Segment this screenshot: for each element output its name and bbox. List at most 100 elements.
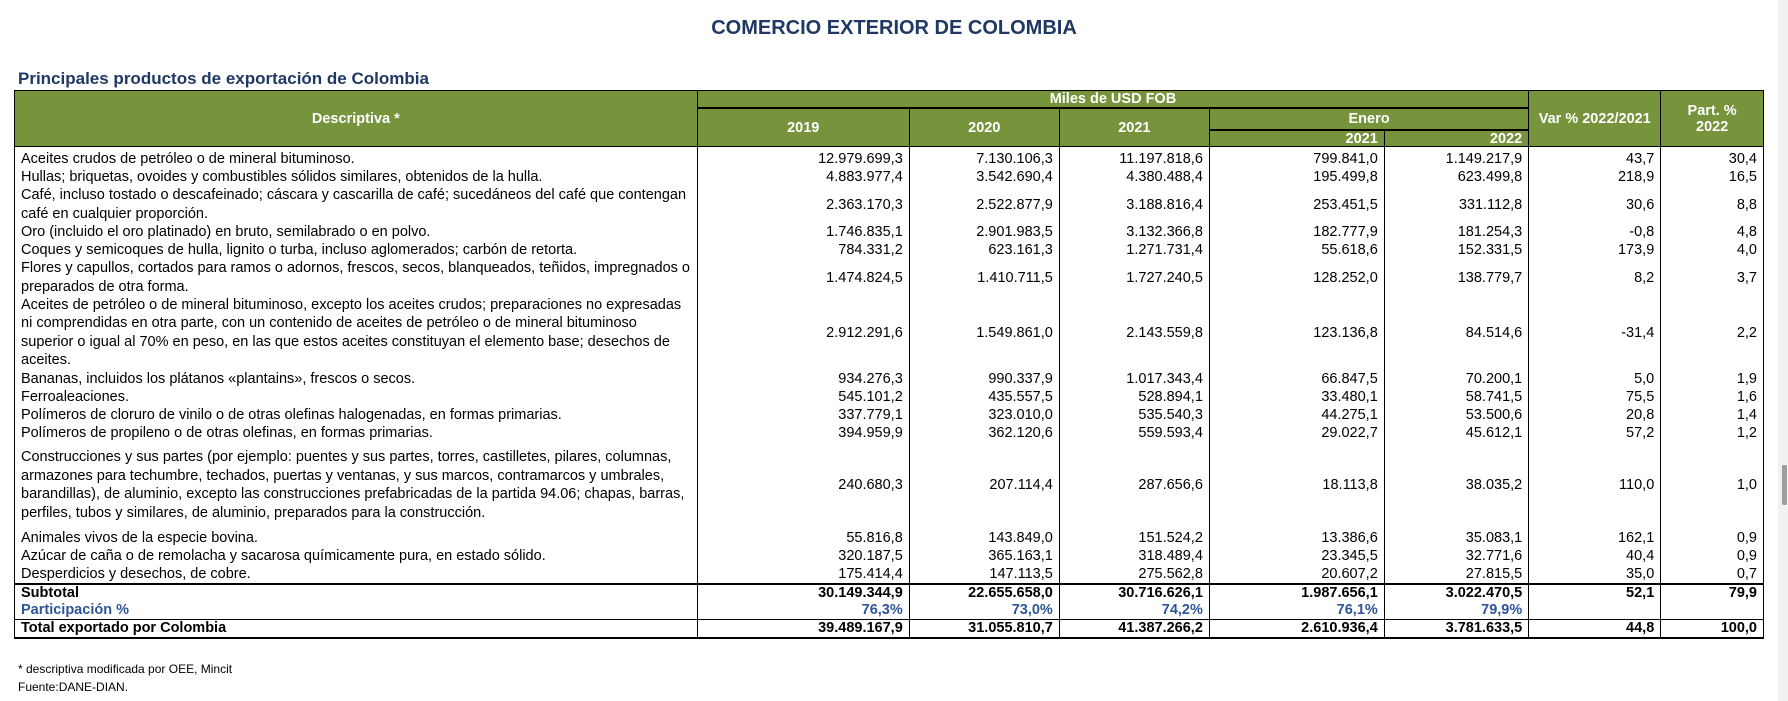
cell-2021: 287.656,6 xyxy=(1058,441,1210,529)
participacion-2021: 74,2% xyxy=(1058,601,1210,620)
cell-enero-2021: 23.345,5 xyxy=(1208,546,1385,565)
participacion-enero-2021: 76,1% xyxy=(1208,601,1385,620)
cell-enero-2021: 253.451,5 xyxy=(1208,186,1385,223)
cell-var: 5,0 xyxy=(1528,369,1662,388)
cell-2019: 394.959,9 xyxy=(696,423,910,442)
cell-enero-2022: 27.815,5 xyxy=(1383,564,1530,584)
cell-part: 1,0 xyxy=(1660,441,1764,529)
cell-2020: 362.120,6 xyxy=(908,423,1060,442)
cell-2021: 1.017.343,4 xyxy=(1058,369,1210,388)
row-desc: Aceites de petróleo o de mineral bitumin… xyxy=(14,296,698,370)
cell-enero-2021: 123.136,8 xyxy=(1208,296,1385,370)
cell-2020: 1.410.711,5 xyxy=(908,259,1060,296)
cell-2019: 55.816,8 xyxy=(696,528,910,547)
cell-enero-2022: 152.331,5 xyxy=(1383,241,1530,259)
table-row: Bananas, incluidos los plátanos «plantai… xyxy=(14,369,1764,388)
cell-part: 1,6 xyxy=(1660,387,1764,406)
cell-2021: 1.271.731,4 xyxy=(1058,241,1210,259)
subtotal-row: Subtotal 30.149.344,9 22.655.658,0 30.71… xyxy=(14,582,1764,602)
participacion-enero-2022: 79,9% xyxy=(1383,601,1530,620)
total-enero-2022: 3.781.633,5 xyxy=(1383,618,1530,639)
cell-2020: 323.010,0 xyxy=(908,405,1060,424)
cell-enero-2021: 55.618,6 xyxy=(1208,241,1385,259)
table-row: Aceites crudos de petróleo o de mineral … xyxy=(14,146,1764,168)
row-desc: Coques y semicoques de hulla, lignito o … xyxy=(14,241,698,259)
row-desc: Polímeros de cloruro de vinilo o de otra… xyxy=(14,405,698,424)
cell-enero-2022: 53.500,6 xyxy=(1383,405,1530,424)
total-label: Total exportado por Colombia xyxy=(14,618,698,639)
cell-enero-2022: 181.254,3 xyxy=(1383,223,1530,241)
cell-part: 0,9 xyxy=(1660,528,1764,547)
subtotal-part: 79,9 xyxy=(1660,582,1764,602)
table-row: Animales vivos de la especie bovina. 55.… xyxy=(14,528,1764,547)
cell-2021: 1.727.240,5 xyxy=(1058,259,1210,296)
header-miles-usd: Miles de USD FOB xyxy=(696,90,1530,109)
row-desc: Flores y capullos, cortados para ramos o… xyxy=(14,259,698,296)
total-2019: 39.489.167,9 xyxy=(696,618,910,639)
cell-var: 40,4 xyxy=(1528,546,1662,565)
row-desc: Hullas; briquetas, ovoides y combustible… xyxy=(14,168,698,186)
participacion-part-empty xyxy=(1660,601,1764,620)
cell-part: 1,9 xyxy=(1660,369,1764,388)
row-desc: Aceites crudos de petróleo o de mineral … xyxy=(14,146,698,168)
scrollbar-thumb[interactable] xyxy=(1782,465,1787,505)
cell-part: 8,8 xyxy=(1660,186,1764,223)
cell-part: 2,2 xyxy=(1660,296,1764,370)
header-part-line1: Part. % xyxy=(1687,102,1737,119)
cell-2019: 2.912.291,6 xyxy=(696,296,910,370)
header-enero-2021: 2021 xyxy=(1208,129,1385,147)
cell-enero-2021: 195.499,8 xyxy=(1208,168,1385,186)
cell-var: 75,5 xyxy=(1528,387,1662,406)
cell-enero-2022: 35.083,1 xyxy=(1383,528,1530,547)
row-desc: Desperdicios y desechos, de cobre. xyxy=(14,564,698,584)
table-row: Café, incluso tostado o descafeinado; cá… xyxy=(14,186,1764,223)
cell-part: 0,7 xyxy=(1660,564,1764,584)
cell-enero-2021: 20.607,2 xyxy=(1208,564,1385,584)
cell-2019: 545.101,2 xyxy=(696,387,910,406)
cell-var: 43,7 xyxy=(1528,146,1662,168)
participacion-2020: 73,0% xyxy=(908,601,1060,620)
cell-2019: 4.883.977,4 xyxy=(696,168,910,186)
header-2019: 2019 xyxy=(696,107,910,147)
total-2020: 31.055.810,7 xyxy=(908,618,1060,639)
cell-part: 0,9 xyxy=(1660,546,1764,565)
subtotal-2021: 30.716.626,1 xyxy=(1058,582,1210,602)
header-part-line2: 2022 xyxy=(1696,118,1729,135)
cell-2019: 175.414,4 xyxy=(696,564,910,584)
cell-var: 8,2 xyxy=(1528,259,1662,296)
cell-2019: 1.474.824,5 xyxy=(696,259,910,296)
cell-2020: 365.163,1 xyxy=(908,546,1060,565)
cell-2021: 535.540,3 xyxy=(1058,405,1210,424)
cell-var: 218,9 xyxy=(1528,168,1662,186)
cell-2020: 2.901.983,5 xyxy=(908,223,1060,241)
participacion-var-empty xyxy=(1528,601,1662,620)
cell-var: -0,8 xyxy=(1528,223,1662,241)
cell-var: 35,0 xyxy=(1528,564,1662,584)
row-desc: Animales vivos de la especie bovina. xyxy=(14,528,698,547)
table-subtitle: Principales productos de exportación de … xyxy=(18,69,429,88)
cell-2021: 559.593,4 xyxy=(1058,423,1210,442)
cell-2019: 1.746.835,1 xyxy=(696,223,910,241)
subtotal-label: Subtotal xyxy=(14,582,698,602)
header-part: Part. % 2022 xyxy=(1660,90,1764,147)
row-desc: Oro (incluido el oro platinado) en bruto… xyxy=(14,223,698,241)
cell-2019: 2.363.170,3 xyxy=(696,186,910,223)
cell-var: 57,2 xyxy=(1528,423,1662,442)
header-2021: 2021 xyxy=(1058,107,1210,147)
cell-2021: 2.143.559,8 xyxy=(1058,296,1210,370)
cell-enero-2021: 66.847,5 xyxy=(1208,369,1385,388)
cell-part: 16,5 xyxy=(1660,168,1764,186)
participacion-label: Participación % xyxy=(14,601,698,620)
cell-2020: 623.161,3 xyxy=(908,241,1060,259)
cell-enero-2022: 38.035,2 xyxy=(1383,441,1530,529)
table-row: Coques y semicoques de hulla, lignito o … xyxy=(14,241,1764,259)
cell-2021: 4.380.488,4 xyxy=(1058,168,1210,186)
cell-enero-2022: 623.499,8 xyxy=(1383,168,1530,186)
cell-enero-2022: 138.779,7 xyxy=(1383,259,1530,296)
table-row: Ferroaleaciones. 545.101,2 435.557,5 528… xyxy=(14,387,1764,406)
cell-var: -31,4 xyxy=(1528,296,1662,370)
cell-enero-2021: 18.113,8 xyxy=(1208,441,1385,529)
vertical-scrollbar[interactable] xyxy=(1778,0,1788,701)
row-desc: Polímeros de propileno o de otras olefin… xyxy=(14,423,698,442)
table-row: Construcciones y sus partes (por ejemplo… xyxy=(14,441,1764,529)
